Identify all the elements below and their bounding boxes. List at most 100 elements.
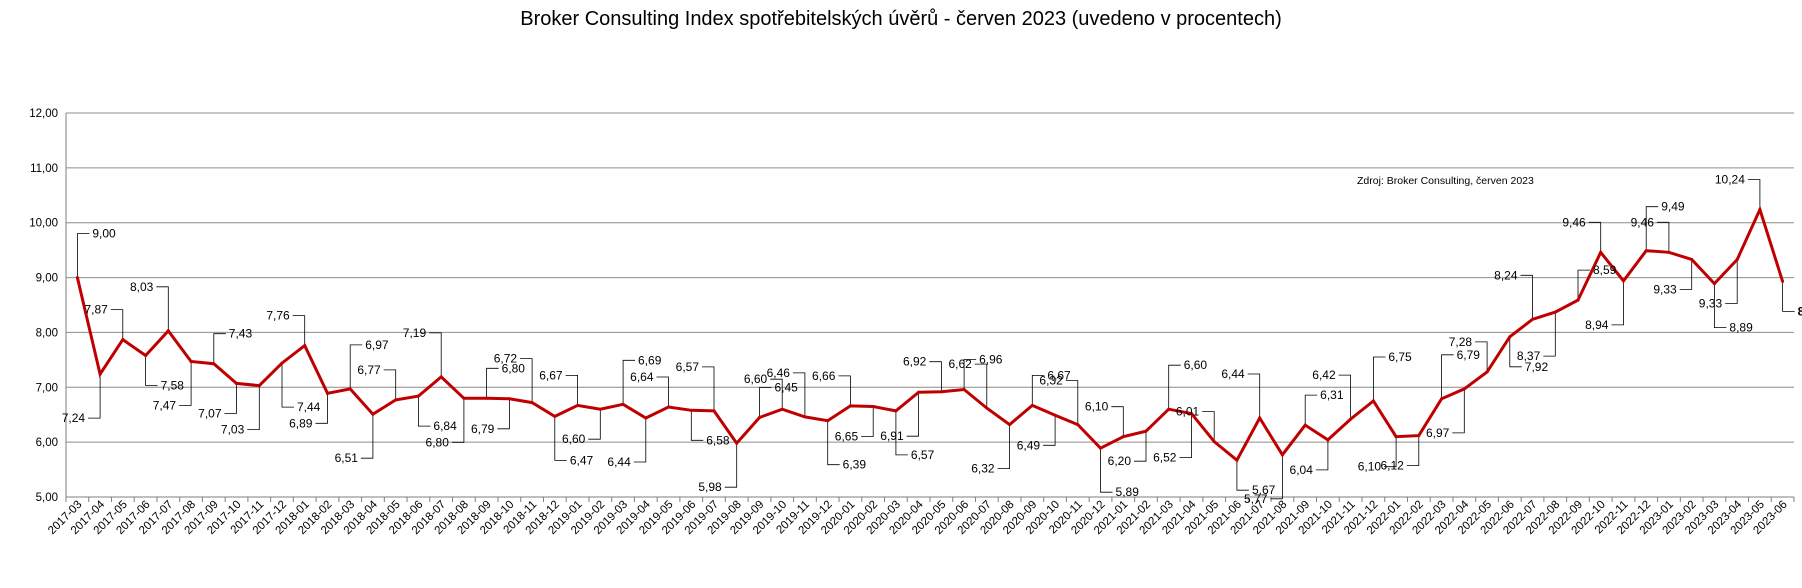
leader-line xyxy=(451,398,465,443)
leader-line xyxy=(1588,221,1602,253)
data-label: 6,66 xyxy=(812,369,836,383)
series-line-layer xyxy=(75,205,1785,463)
leader-line xyxy=(1645,206,1659,251)
data-label: 7,19 xyxy=(403,326,427,340)
data-point xyxy=(1144,429,1148,433)
data-point xyxy=(121,338,125,342)
leader-line xyxy=(1475,341,1488,372)
data-label: 6,62 xyxy=(948,357,972,371)
leader-line xyxy=(1202,411,1215,442)
data-point xyxy=(507,397,511,401)
leader-line xyxy=(963,359,977,390)
leader-line xyxy=(315,393,328,424)
data-label: 8,24 xyxy=(1494,268,1518,282)
leader-line xyxy=(827,420,840,466)
data-point xyxy=(1394,435,1398,439)
data-label: 7,76 xyxy=(266,309,290,323)
data-label: 7,43 xyxy=(229,327,253,341)
leader-line xyxy=(1247,373,1261,418)
leader-line xyxy=(179,361,192,406)
data-point xyxy=(1349,417,1353,421)
leader-line xyxy=(1315,439,1329,471)
data-label: 6,32 xyxy=(1039,374,1063,388)
leader-line xyxy=(224,383,237,414)
data-label: 6,20 xyxy=(1108,454,1132,468)
data-point xyxy=(166,329,170,333)
data-point xyxy=(962,387,966,391)
leader-line xyxy=(1236,460,1249,491)
y-tick-label: 8,00 xyxy=(36,327,58,339)
data-label: 6,51 xyxy=(335,451,359,465)
leader-line xyxy=(895,410,908,456)
data-label: 7,07 xyxy=(198,406,222,420)
leader-line xyxy=(929,361,942,392)
data-label: 6,67 xyxy=(539,368,563,382)
data-point xyxy=(1053,413,1057,417)
data-point xyxy=(371,412,375,416)
data-label: 7,28 xyxy=(1449,335,1473,349)
series-line xyxy=(75,205,1785,463)
data-point xyxy=(1576,298,1580,302)
tick-labels: 5,006,007,008,009,0010,0011,0012,002017-… xyxy=(29,108,1790,537)
leader-line xyxy=(213,333,226,364)
leader-line xyxy=(702,366,715,411)
data-label: 6,39 xyxy=(843,458,867,472)
leader-line xyxy=(1782,281,1795,312)
data-point xyxy=(826,419,830,423)
leader-line xyxy=(633,418,647,463)
leader-line xyxy=(1406,435,1420,467)
y-tick-label: 10,00 xyxy=(29,218,58,230)
data-point xyxy=(348,387,352,391)
data-point xyxy=(576,403,580,407)
y-tick-label: 7,00 xyxy=(36,382,58,394)
data-point xyxy=(303,344,307,348)
leader-line xyxy=(1725,259,1738,304)
data-label: 6,10 xyxy=(1085,400,1109,414)
leader-line xyxy=(1111,406,1124,437)
data-label: 9,46 xyxy=(1631,215,1655,229)
data-label: 8,93 xyxy=(1798,304,1802,318)
leader-line xyxy=(1373,356,1386,401)
data-label: 6,92 xyxy=(903,355,927,369)
data-point xyxy=(1781,279,1785,283)
y-tick-label: 9,00 xyxy=(36,273,58,285)
data-point xyxy=(644,416,648,420)
leader-line xyxy=(1100,448,1113,493)
data-label: 6,65 xyxy=(835,429,859,443)
data-point xyxy=(280,361,284,365)
data-label: 6,42 xyxy=(1312,368,1336,382)
data-label: 7,03 xyxy=(221,423,245,437)
leader-line xyxy=(1543,312,1556,357)
data-label: 6,31 xyxy=(1320,388,1344,402)
leader-line xyxy=(88,374,101,419)
data-label: 9,46 xyxy=(1562,215,1586,229)
leader-line xyxy=(622,359,636,405)
data-point xyxy=(1212,440,1216,444)
leader-line xyxy=(77,233,90,278)
data-label: 7,24 xyxy=(62,411,86,425)
leader-line xyxy=(1304,394,1318,426)
leader-line xyxy=(588,409,601,440)
leader-line xyxy=(792,372,806,417)
data-label: 9,33 xyxy=(1699,296,1723,310)
leader-line xyxy=(145,355,158,386)
data-label: 6,12 xyxy=(1380,459,1404,473)
data-point xyxy=(1735,257,1739,261)
data-point xyxy=(598,407,602,411)
data-label: 6,97 xyxy=(365,338,389,352)
data-label: 6,44 xyxy=(1221,367,1245,381)
leader-line xyxy=(838,375,851,406)
leader-line xyxy=(759,387,772,418)
leader-line xyxy=(1611,280,1624,326)
data-point xyxy=(689,408,693,412)
leader-line xyxy=(497,398,510,430)
y-tick-label: 5,00 xyxy=(36,492,58,504)
data-point xyxy=(1326,438,1330,442)
data-point xyxy=(803,415,807,419)
data-point xyxy=(667,405,671,409)
data-label: 6,58 xyxy=(706,433,730,447)
data-point xyxy=(1303,423,1307,427)
data-label: 6,44 xyxy=(607,455,631,469)
data-label: 7,58 xyxy=(161,378,185,392)
